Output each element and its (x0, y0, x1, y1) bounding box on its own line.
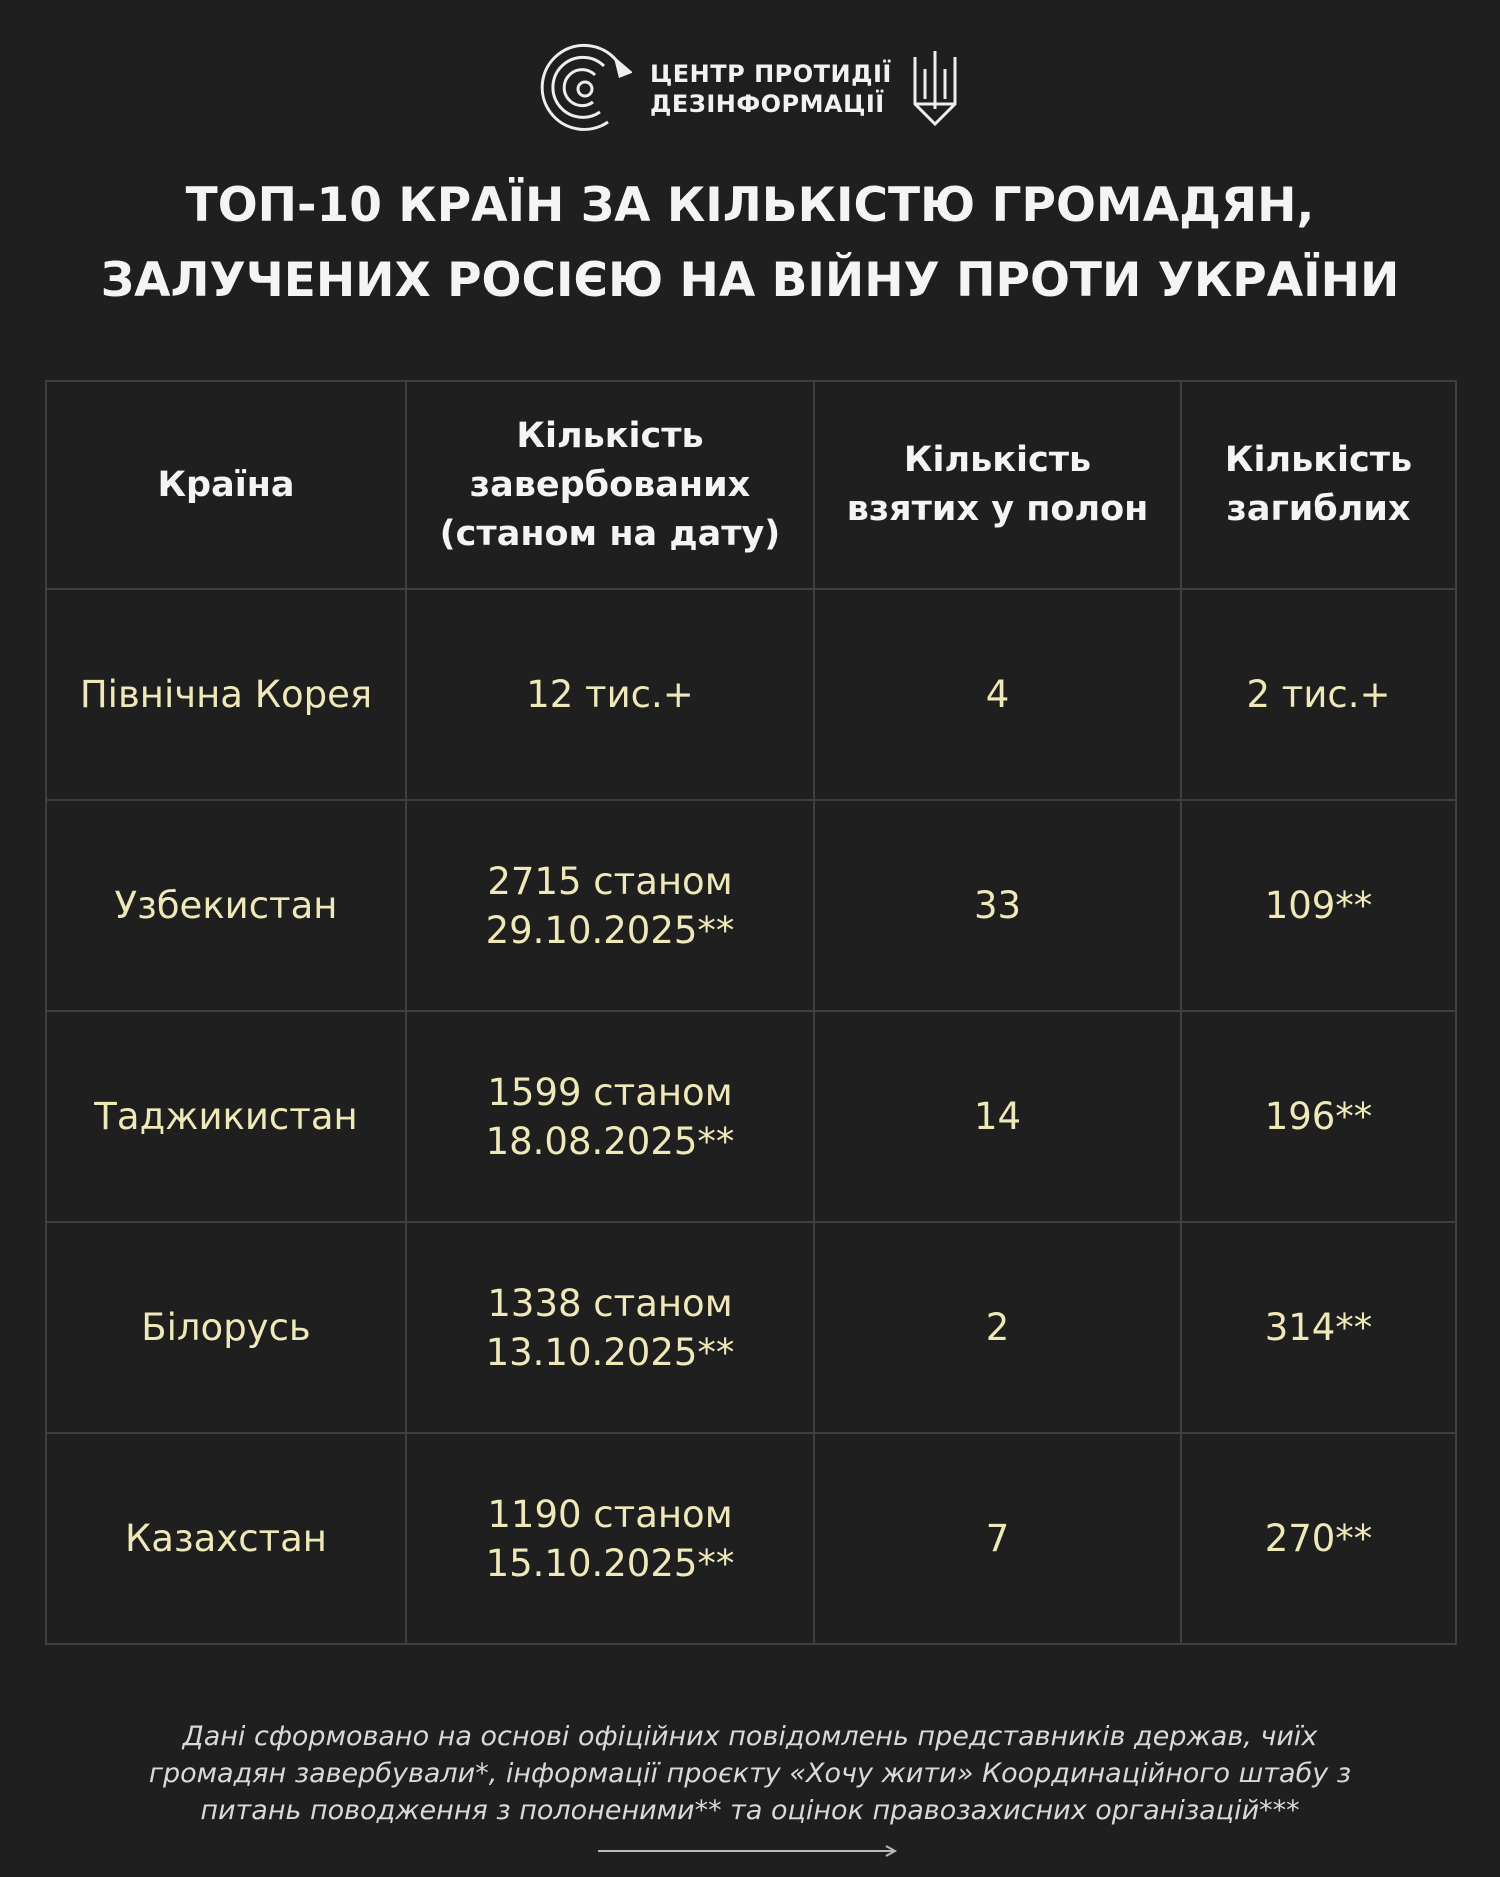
table-row: Узбекистан 2715 станом 29.10.2025** 33 10… (45, 799, 1457, 1012)
source-note-line: Дані сформовано на основі офіційних пові… (182, 1721, 1318, 1752)
cell-killed: 2 тис.+ (1180, 588, 1457, 801)
header-country: Країна (45, 380, 407, 590)
arrow-right-icon (598, 1845, 898, 1857)
maze-eagle-icon (540, 43, 632, 131)
table-row: Північна Корея 12 тис.+ 4 2 тис.+ (45, 588, 1457, 801)
cell-country: Північна Корея (45, 588, 407, 801)
header-recruited: Кількість завербованих (станом на дату) (405, 380, 815, 590)
title-line-1: ТОП-10 КРАЇН ЗА КІЛЬКІСТЮ ГРОМАДЯН, (185, 178, 1315, 233)
table-row: Таджикистан 1599 станом 18.08.2025** 14 1… (45, 1010, 1457, 1223)
cell-killed: 314** (1180, 1221, 1457, 1434)
cell-captured: 14 (813, 1010, 1182, 1223)
cell-captured: 2 (813, 1221, 1182, 1434)
header-killed: Кількість загиблих (1180, 380, 1457, 590)
logo-line-1: ЦЕНТР ПРОТИДІЇ (650, 60, 892, 88)
cell-recruited: 1338 станом 13.10.2025** (405, 1221, 815, 1434)
logo: ЦЕНТР ПРОТИДІЇ ДЕЗІНФОРМАЦІЇ (538, 42, 960, 136)
cell-captured: 33 (813, 799, 1182, 1012)
source-note-line: питань поводження з полоненими** та оцін… (200, 1795, 1300, 1826)
cell-recruited: 2715 станом 29.10.2025** (405, 799, 815, 1012)
logo-line-2: ДЕЗІНФОРМАЦІЇ (650, 90, 885, 118)
trident-icon (913, 51, 957, 127)
countries-table: Країна Кількість завербованих (станом на д… (45, 380, 1457, 1645)
header-captured: Кількість взятих у полон (813, 380, 1182, 590)
title-line-2: ЗАЛУЧЕНИХ РОСІЄЮ НА ВІЙНУ ПРОТИ УКРАЇНИ (100, 253, 1400, 308)
cell-killed: 196** (1180, 1010, 1457, 1223)
cell-killed: 270** (1180, 1432, 1457, 1645)
cell-country: Казахстан (45, 1432, 407, 1645)
source-note-line: громадян завербували*, інформації проєкт… (148, 1758, 1352, 1789)
cell-recruited: 1599 станом 18.08.2025** (405, 1010, 815, 1223)
cell-captured: 4 (813, 588, 1182, 801)
source-note: Дані сформовано на основі офіційних пові… (0, 1718, 1500, 1829)
table-row: Білорусь 1338 станом 13.10.2025** 2 314** (45, 1221, 1457, 1434)
cell-country: Узбекистан (45, 799, 407, 1012)
cell-captured: 7 (813, 1432, 1182, 1645)
cell-recruited: 1190 станом 15.10.2025** (405, 1432, 815, 1645)
cell-killed: 109** (1180, 799, 1457, 1012)
page-title: ТОП-10 КРАЇН ЗА КІЛЬКІСТЮ ГРОМАДЯН, ЗАЛУ… (0, 168, 1500, 318)
table-row: Казахстан 1190 станом 15.10.2025** 7 270*… (45, 1432, 1457, 1645)
cell-country: Білорусь (45, 1221, 407, 1434)
table-header-row: Країна Кількість завербованих (станом на д… (45, 380, 1457, 590)
cell-country: Таджикистан (45, 1010, 407, 1223)
cell-recruited: 12 тис.+ (405, 588, 815, 801)
